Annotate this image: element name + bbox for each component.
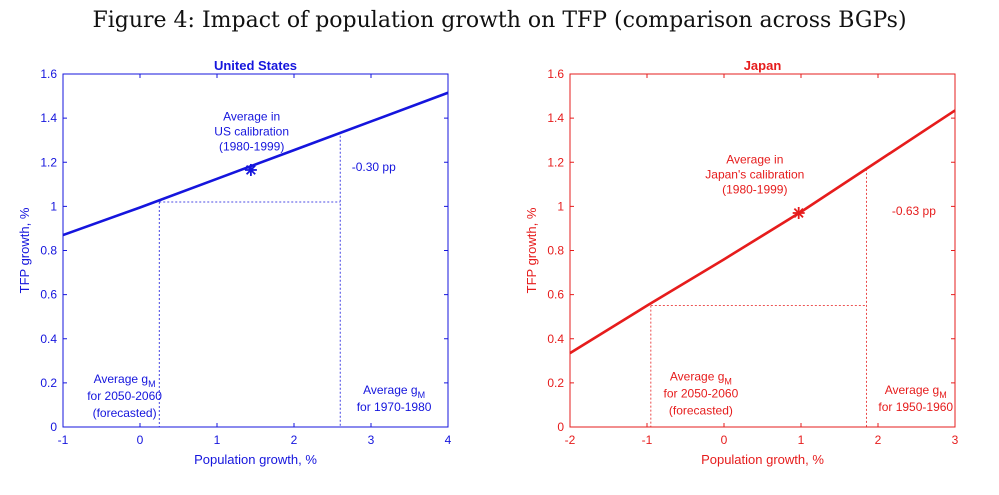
x-tick-label: 2: [875, 433, 882, 447]
y-tick-label: 0.2: [547, 376, 564, 390]
annotation-line: for 2050-2060: [664, 387, 739, 401]
y-axis-label: TFP growth, %: [17, 207, 32, 293]
annotation-subscript: M: [939, 390, 947, 400]
calibration-marker: [244, 163, 257, 176]
annotation-subscript: M: [724, 377, 732, 387]
x-tick-label: 1: [214, 433, 221, 447]
plot-frame: [569, 73, 956, 428]
y-tick-label: 0.8: [547, 244, 564, 258]
x-tick-label: -1: [58, 433, 69, 447]
x-tick-label: 4: [445, 433, 452, 447]
difference-label: -0.30 pp: [352, 160, 396, 174]
series-line: [569, 109, 956, 355]
y-tick-label: 1.6: [547, 67, 564, 81]
marker-stroke: [793, 208, 804, 218]
marker-label-line: (1980-1999): [722, 182, 787, 196]
x-tick-label: 1: [798, 433, 805, 447]
x-tick-label: 0: [721, 433, 728, 447]
x-axis-label: Population growth, %: [194, 452, 317, 467]
y-tick-label: 0.8: [40, 244, 57, 258]
y-tick-label: 0: [50, 420, 57, 434]
annotation-line: (forecasted): [669, 404, 733, 418]
y-tick-label: 1.2: [40, 155, 57, 169]
series-line: [62, 91, 449, 237]
y-tick-label: 0: [557, 420, 564, 434]
marker-label-line: Average in: [726, 152, 783, 166]
calibration-marker: [792, 206, 805, 219]
x-tick-label: -1: [642, 433, 653, 447]
y-tick-label: 0.6: [40, 288, 57, 302]
annotation-subscript: M: [418, 390, 426, 400]
y-tick-label: 1: [50, 199, 57, 213]
y-tick-label: 0.4: [40, 332, 57, 346]
y-tick-label: 1.2: [547, 155, 564, 169]
annotation-line: Average gM: [94, 372, 156, 389]
y-axis-label: TFP growth, %: [524, 207, 539, 293]
x-tick-label: 2: [291, 433, 298, 447]
y-tick-label: 1: [557, 199, 564, 213]
marker-label-line: Average in: [223, 109, 280, 123]
y-tick-label: 0.2: [40, 376, 57, 390]
annotation-line: for 2050-2060: [87, 389, 162, 403]
x-tick-label: 3: [368, 433, 375, 447]
y-tick-label: 0.6: [547, 288, 564, 302]
marker-stroke: [245, 165, 256, 175]
chart-title: Japan: [744, 58, 782, 73]
y-tick-label: 1.6: [40, 67, 57, 81]
annotation-line: Average gM: [363, 383, 425, 400]
figure-title: Figure 4: Impact of population growth on…: [92, 8, 907, 33]
annotation-subscript: M: [148, 379, 156, 389]
annotation-line: for 1970-1980: [357, 400, 432, 414]
x-axis-label: Population growth, %: [701, 452, 824, 467]
marker-label-line: Japan's calibration: [705, 167, 804, 181]
x-tick-label: 0: [137, 433, 144, 447]
annotation-line: Average gM: [670, 370, 732, 387]
y-tick-label: 1.4: [40, 111, 57, 125]
marker-label-line: US calibration: [214, 124, 289, 138]
difference-label: -0.63 pp: [892, 204, 936, 218]
annotation-line: for 1950-1960: [878, 400, 953, 414]
x-tick-label: -2: [565, 433, 576, 447]
chart-title: United States: [214, 58, 297, 73]
annotation-line: (forecasted): [93, 406, 157, 420]
marker-label-line: (1980-1999): [219, 139, 284, 153]
annotation-line: Average gM: [885, 383, 947, 400]
x-tick-label: 3: [952, 433, 959, 447]
y-tick-label: 1.4: [547, 111, 564, 125]
y-tick-label: 0.4: [547, 332, 564, 346]
